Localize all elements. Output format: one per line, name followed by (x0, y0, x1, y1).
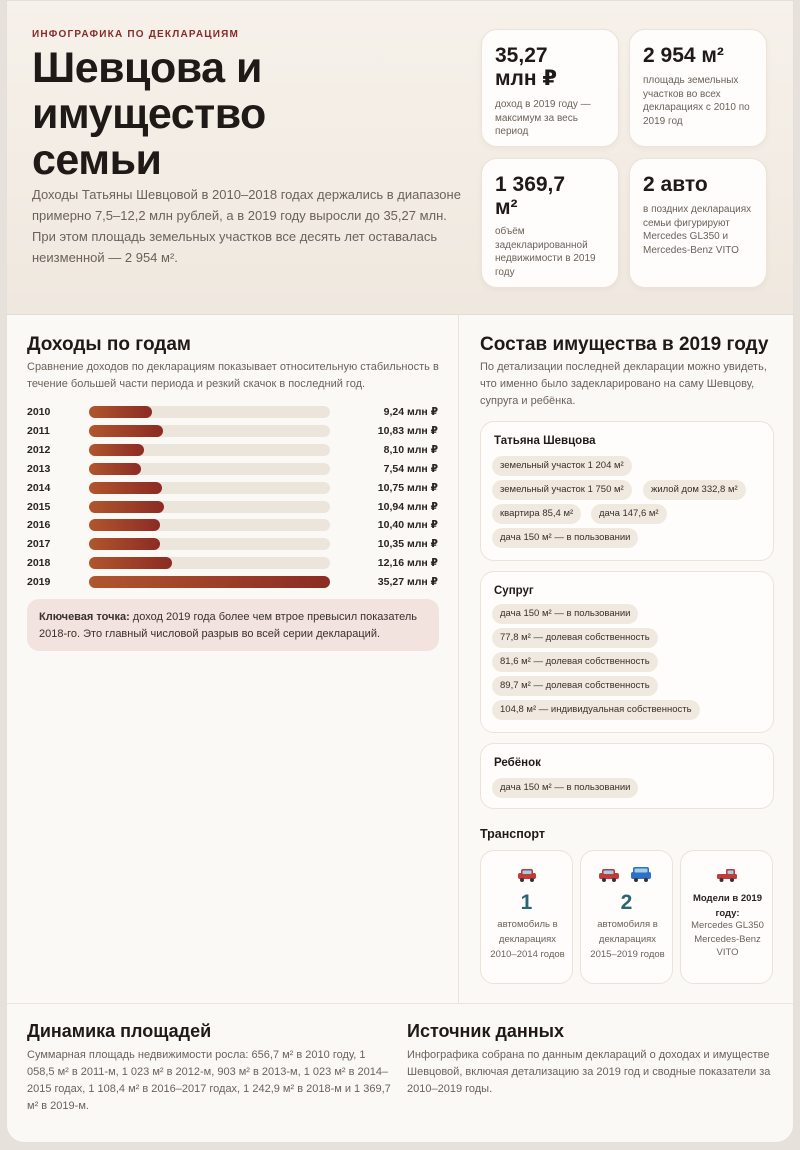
stat-desc: доход в 2019 году — максимум за весь пер… (495, 99, 591, 137)
income-bar (89, 501, 164, 513)
bar-year-label: 2016 (27, 519, 51, 531)
asset-chip: земельный участок 1 750 м² (492, 480, 632, 500)
transport-count: 1 (520, 891, 533, 914)
asset-chip: 77,8 м² — долевая собственность (492, 628, 658, 648)
source-title: Источник данных (407, 1021, 565, 1041)
bottom-divider (7, 1003, 793, 1004)
bar-value-label: 35,27 млн ₽ (377, 576, 438, 588)
owner-card-child: Ребёнок дача 150 м² — в пользовании (480, 743, 774, 809)
kicker: ИНФОГРАФИКА ПО ДЕКЛАРАЦИЯМ (32, 29, 240, 40)
bar-value-label: 7,54 млн ₽ (383, 463, 438, 475)
car-icon (599, 869, 619, 882)
stat-card-income: 35,27 млн ₽ доход в 2019 году — максимум… (481, 29, 619, 147)
asset-chip: дача 150 м² — в пользовании (492, 528, 639, 548)
asset-chip: дача 147,6 м² (591, 504, 667, 524)
asset-chip: земельный участок 1 204 м² (492, 456, 632, 476)
stat-value: 2 954 м² (643, 44, 724, 67)
bar-value-label: 10,83 млн ₽ (377, 425, 438, 437)
assets-title: Состав имущества в 2019 году (480, 334, 769, 355)
dynamics-title: Динамика площадей (27, 1021, 212, 1041)
source-text: Инфографика собрана по данным деклараций… (407, 1049, 771, 1095)
bar-value-label: 8,10 млн ₽ (383, 444, 438, 456)
income-bar (89, 538, 160, 550)
income-title: Доходы по годам (27, 334, 191, 355)
pickup-icon (717, 869, 737, 882)
bar-value-label: 10,75 млн ₽ (377, 482, 438, 494)
owner-card-spouse: Супруг дача 150 м² — в пользовании 77,8 … (480, 571, 774, 733)
owner-name: Татьяна Шевцова (494, 435, 596, 447)
bar-track (89, 444, 330, 456)
transport-card-early: 1 автомобиль в декларациях 2010–2014 год… (480, 850, 573, 984)
bar-year-label: 2011 (27, 425, 50, 437)
asset-chip: дача 150 м² — в пользовании (492, 604, 639, 624)
stat-desc: в поздних декларациях семьи фигурируют M… (643, 204, 752, 256)
transport-title: Транспорт (480, 827, 546, 841)
transport-card-late: 2 автомобиля в декларациях 2015–2019 год… (580, 850, 673, 984)
income-bar (89, 482, 162, 494)
income-bar (89, 557, 172, 569)
bar-value-label: 9,24 млн ₽ (383, 406, 438, 418)
transport-models-list: Mercedes GL350 Mercedes-Benz VITO (691, 920, 764, 958)
assets-subtitle: По детализации последней декларации можн… (480, 361, 767, 407)
income-bar (89, 463, 141, 475)
stat-card-realty: 1 369,7 м² объём задекларированной недви… (481, 158, 619, 288)
bar-year-label: 2018 (27, 557, 51, 569)
bar-year-label: 2013 (27, 463, 51, 475)
bar-year-label: 2012 (27, 444, 51, 456)
owner-card-shevtsova: Татьяна Шевцова земельный участок 1 204 … (480, 421, 774, 561)
callout-label: Ключевая точка: (39, 611, 130, 623)
transport-card-models: Модели в 2019 году: Mercedes GL350 Merce… (680, 850, 773, 984)
dynamics-text: Суммарная площадь недвижимости росла: 65… (27, 1049, 391, 1112)
income-subtitle: Сравнение доходов по декларациям показыв… (27, 361, 439, 390)
transport-desc: автомобиля в декларациях 2015–2019 годов (590, 919, 665, 960)
asset-chip: жилой дом 332,8 м² (643, 480, 746, 500)
hero: ИНФОГРАФИКА ПО ДЕКЛАРАЦИЯМ Шевцова и иму… (7, 1, 793, 315)
bar-value-label: 10,94 млн ₽ (377, 501, 438, 513)
income-bar (89, 406, 152, 418)
column-divider (458, 315, 459, 1003)
transport-count: 2 (620, 891, 633, 914)
car-icon (631, 867, 651, 882)
asset-chip: квартира 85,4 м² (492, 504, 582, 524)
stat-card-cars: 2 авто в поздних декларациях семьи фигур… (629, 158, 767, 288)
asset-chip: дача 150 м² — в пользовании (492, 778, 639, 798)
asset-chip: 104,8 м² — индивидуальная собственность (492, 700, 700, 720)
bar-track (89, 463, 330, 475)
page: ИНФОГРАФИКА ПО ДЕКЛАРАЦИЯМ Шевцова и иму… (6, 0, 794, 1143)
stat-value: 2 авто (643, 173, 708, 196)
stat-card-land: 2 954 м² площадь земельных участков во в… (629, 29, 767, 147)
transport-models-label: Модели в 2019 году: (692, 893, 763, 919)
car-icon (518, 869, 536, 882)
income-bar (89, 444, 144, 456)
bar-value-label: 10,35 млн ₽ (377, 538, 438, 550)
transport-desc: автомобиль в декларациях 2010–2014 годов (490, 919, 565, 960)
stat-value: 35,27 млн ₽ (495, 44, 558, 90)
stat-desc: объём задекларированной недвижимости в 2… (495, 226, 596, 278)
callout-text: доход 2019 года более чем втрое превысил… (39, 611, 418, 640)
income-bar (89, 519, 160, 531)
bar-year-label: 2014 (27, 482, 51, 494)
bar-value-label: 12,16 млн ₽ (377, 557, 438, 569)
bar-value-label: 10,40 млн ₽ (377, 519, 438, 531)
bar-year-label: 2015 (27, 501, 51, 513)
owner-name: Супруг (494, 585, 534, 597)
bar-year-label: 2019 (27, 576, 51, 588)
key-callout: Ключевая точка: доход 2019 года более че… (27, 599, 439, 651)
income-bar (89, 576, 330, 588)
owner-name: Ребёнок (494, 757, 541, 769)
bar-year-label: 2010 (27, 406, 51, 418)
page-title: Шевцова и имущество семьи (32, 44, 266, 184)
asset-chip: 89,7 м² — долевая собственность (492, 676, 658, 696)
bar-year-label: 2017 (27, 538, 51, 550)
lead-text: Доходы Татьяны Шевцовой в 2010–2018 года… (32, 187, 461, 265)
asset-chip: 81,6 м² — долевая собственность (492, 652, 658, 672)
income-bar (89, 425, 163, 437)
stat-value: 1 369,7 м² (495, 173, 566, 219)
stat-desc: площадь земельных участков во всех декла… (643, 75, 750, 127)
